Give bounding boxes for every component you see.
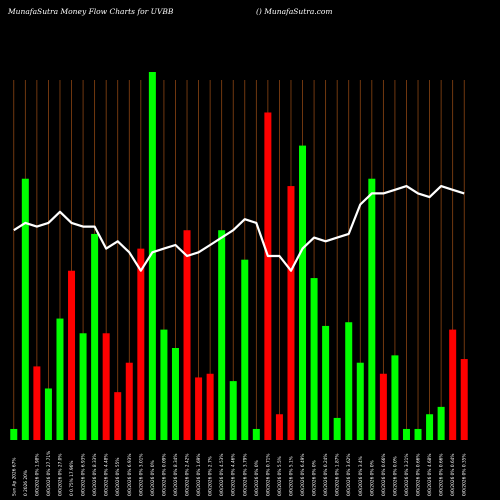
bar-14: [160, 329, 168, 440]
bar-4: [44, 388, 52, 440]
x-tick-label-34: 0/0/2026 0% 0.0%: [392, 456, 398, 496]
x-tick-label-39: 0/0/2026 0% 0.64%: [450, 454, 456, 497]
x-tick-label-29: 0/0/2026 0% 1.87%: [335, 454, 341, 497]
x-tick-label-32: 0/0/2026 0% 0%: [369, 460, 375, 496]
bar-29: [333, 417, 341, 440]
bar-13: [148, 72, 156, 440]
x-tick-label-4: 0/0/2026 0% 27.71%: [46, 451, 52, 496]
bar-28: [322, 325, 330, 440]
bar-1: [10, 428, 18, 440]
x-tick-label-13: 0/0/2026 0% 0%: [150, 460, 156, 496]
x-tick-label-22: 0/0/2026 0% 0%: [254, 460, 260, 496]
bar-25: [287, 186, 295, 440]
x-tick-label-6: 0 0.75% 17.96%: [69, 461, 75, 497]
bar-26: [299, 145, 307, 440]
bar-16: [183, 230, 191, 440]
x-tick-label-37: 0/0/2026 0% 4.68%: [427, 454, 433, 497]
x-tick-label-27: 0/0/2026 0% 0%: [312, 460, 318, 496]
bar-2: [21, 178, 29, 440]
bar-39: [449, 329, 457, 440]
bar-36: [414, 428, 422, 440]
price-line-layer: [13, 185, 465, 272]
bar-21: [241, 259, 249, 440]
bar-33: [379, 373, 387, 440]
x-tick-label-5: 0/0/2026 0% 27.0%: [57, 454, 63, 497]
chart-header-left: MunafaSutra Money Flow Charts for UVBB: [7, 7, 174, 16]
x-tick-label-40: 0/0/2026 0% 0.35%: [462, 454, 468, 497]
x-tick-label-33: 0/0/2026 0% 0.66%: [381, 454, 387, 497]
x-tick-label-25: 0/0/2026 0% 5.1%: [288, 456, 294, 496]
x-tick-label-23: 0/0/2026 0% 0.71%: [265, 454, 271, 497]
x-tick-label-31: 0/0/2026 0% 3.4%: [358, 456, 364, 496]
bar-35: [402, 428, 410, 440]
x-tick-label-10: 0/0/2026 0% 55%: [115, 458, 121, 496]
x-tick-label-12: 0/0/2026 0% 3.01%: [138, 454, 144, 497]
x-tick-label-8: 0/0/2026 0% 8.33%: [92, 454, 98, 497]
chart-header-right: () MunafaSutra.com: [256, 7, 333, 16]
bar-15: [171, 348, 179, 440]
bar-11: [125, 362, 133, 440]
bar-10: [114, 392, 122, 440]
x-tick-label-3: 0/0/2026 0% 1.98%: [34, 454, 40, 497]
x-tick-label-15: 0/0/2026 0% 8.34%: [173, 454, 179, 497]
bar-6: [68, 270, 76, 440]
bar-40: [460, 359, 468, 440]
bar-27: [310, 278, 318, 440]
bar-30: [345, 322, 353, 440]
bar-37: [426, 414, 434, 440]
bar-24: [275, 414, 283, 440]
x-tick-label-16: 0/0/2026 0% 2.42%: [185, 454, 191, 497]
x-tick-label-11: 0/0/2026 0% 6.93%: [127, 454, 133, 497]
x-tick-label-9: 0/0/2026 0% 4.48%: [104, 454, 110, 497]
bar-20: [229, 381, 237, 440]
bar-17: [195, 377, 203, 440]
bar-22: [252, 428, 260, 440]
x-tick-label-1: Sun Ap 2026 67%: [11, 458, 17, 496]
x-tick-label-21: 0/0/2026 0% 3.79%: [242, 454, 248, 497]
x-tick-label-38: 0/0/2026 0% 0.66%: [439, 454, 445, 497]
bar-23: [264, 112, 272, 440]
bar-9: [102, 333, 110, 440]
x-tick-label-24: 0/0/2026 0% 5.5%: [277, 456, 283, 496]
x-tick-label-28: 0/0/2026 0% 0.24%: [323, 454, 329, 497]
x-tick-label-18: 0/0/2026 0% 2.7%: [208, 456, 214, 496]
x-tick-label-35: 0/0/2026 0% 3.21%: [404, 454, 410, 497]
bar-31: [356, 362, 364, 440]
x-tick-label-26: 0/0/2026 0% 6.49%: [300, 454, 306, 497]
x-tick-label-20: 0/0/2026 0% 4.46%: [231, 454, 237, 497]
price-line: [13, 185, 465, 272]
x-tick-label-2: 0 2026 20%: [23, 470, 29, 496]
bar-38: [437, 406, 445, 440]
bar-3: [33, 366, 41, 440]
bar-34: [391, 355, 399, 440]
x-tick-label-17: 0/0/2026 0% 1.69%: [196, 454, 202, 497]
x-tick-label-36: 0/0/2026 0% 0.66%: [416, 454, 422, 497]
x-tick-label-7: 0/0/2026 0% 6.93%: [81, 454, 87, 497]
x-tick-label-14: 0/0/2026 0% 0.09%: [161, 454, 167, 497]
x-tick-label-19: 0/0/2026 0% 4.53%: [219, 454, 225, 497]
x-tick-label-30: 0/0/2026 0% 3.62%: [346, 454, 352, 497]
bar-7: [79, 333, 87, 440]
x-tick-labels: Sun Ap 2026 67% 0 2026 20% 0/0/2026 0% 1.9…: [11, 451, 467, 496]
bar-12: [137, 248, 145, 440]
bar-series: [10, 72, 468, 440]
bar-18: [206, 373, 214, 440]
bar-19: [218, 230, 226, 440]
bar-8: [91, 233, 99, 440]
bar-32: [368, 178, 376, 440]
bar-5: [56, 318, 64, 440]
